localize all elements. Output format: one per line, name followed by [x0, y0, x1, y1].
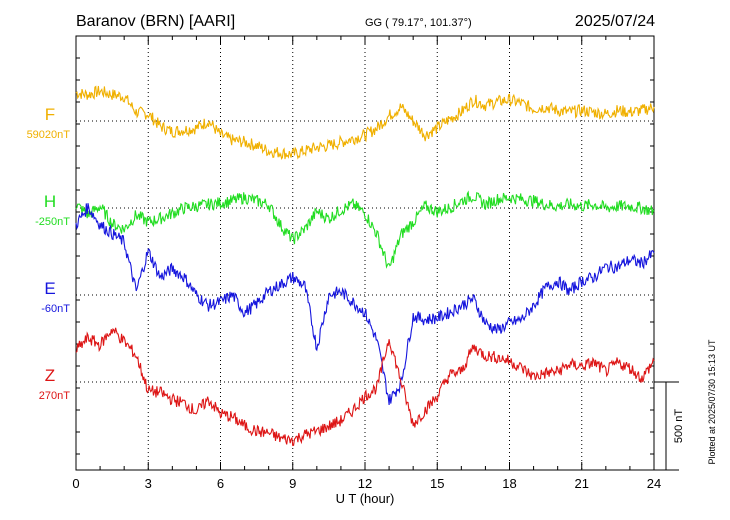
series-line-F	[75, 85, 655, 160]
x-tick-label-6: 6	[217, 476, 224, 491]
x-tick-label-3: 3	[145, 476, 152, 491]
minor-ticks	[75, 36, 655, 470]
x-tick-label-12: 12	[358, 476, 372, 491]
series-labels: F 59020nT H -250nT E -60nT Z 270nT	[27, 105, 71, 402]
series-baseline-F: 59020nT	[27, 129, 71, 141]
date-label: 2025/07/24	[575, 13, 655, 30]
x-axis-label: U T (hour)	[336, 491, 395, 506]
station-coordinates: GG ( 79.17°, 101.37°)	[365, 17, 472, 29]
x-tick-label-9: 9	[289, 476, 296, 491]
station-title: Baranov (BRN) [AARI]	[76, 13, 235, 30]
x-tick-label-18: 18	[502, 476, 516, 491]
series-baseline-Z: 270nT	[39, 390, 70, 402]
series-line-H	[75, 190, 655, 269]
x-tick-label-0: 0	[72, 476, 79, 491]
series-lines	[75, 85, 655, 447]
series-name-Z: Z	[45, 366, 55, 385]
x-tick-labels: 0 3 6 9 12 15 18 21 24	[72, 476, 661, 491]
x-tick-label-21: 21	[575, 476, 589, 491]
series-name-E: E	[44, 279, 55, 298]
x-tick-label-15: 15	[430, 476, 444, 491]
x-tick-label-24: 24	[647, 476, 661, 491]
scale-bar: 500 nT	[654, 381, 685, 471]
series-baseline-E: -60nT	[41, 303, 70, 315]
plotted-timestamp: Plotted at 2025/07/30 15:13 UT	[707, 339, 717, 465]
series-baseline-H: -250nT	[35, 216, 70, 228]
series-line-Z	[75, 327, 655, 447]
series-name-F: F	[45, 105, 55, 124]
scale-bar-label: 500 nT	[673, 409, 685, 444]
series-name-H: H	[44, 192, 56, 211]
series-line-E	[75, 203, 655, 405]
